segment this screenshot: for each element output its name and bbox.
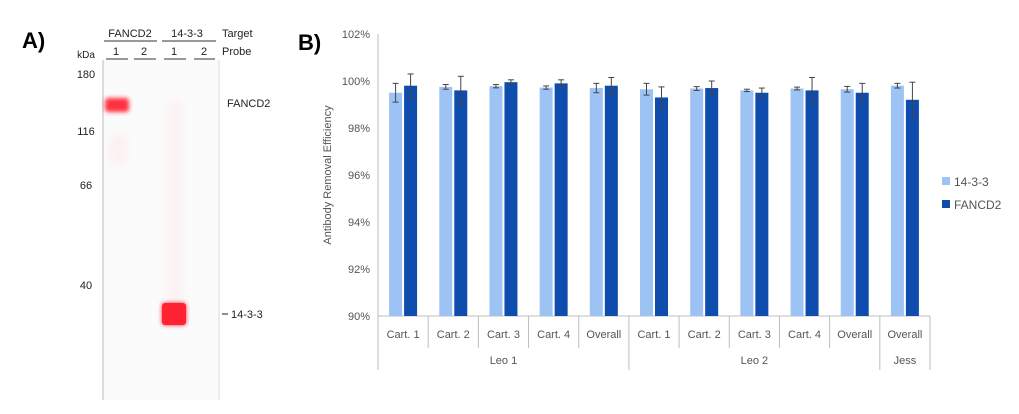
target-header: Target (222, 28, 253, 40)
group-label: Leo 1 (490, 355, 518, 367)
blot-background (103, 60, 220, 400)
target-14-3-3: 14-3-3 (171, 28, 203, 40)
bar-14-3-3-0 (389, 92, 403, 316)
mw-marker-66: 66 (80, 180, 92, 192)
bar-fancd2-5 (655, 97, 668, 316)
x-tick-label: Cart. 4 (788, 329, 821, 341)
band-label-fancd2: FANCD2 (227, 98, 270, 110)
bar-fancd2-9 (855, 92, 869, 316)
y-tick-label: 90% (348, 311, 370, 323)
x-tick-label: Cart. 4 (537, 329, 570, 341)
bar-fancd2-6 (705, 88, 719, 316)
legend-swatch-fancd2 (942, 200, 950, 208)
bar-14-3-3-10 (890, 85, 904, 316)
y-tick-label: 98% (348, 123, 370, 135)
bar-14-3-3-2 (489, 86, 503, 316)
y-axis-title: Antibody Removal Efficiency (322, 105, 334, 245)
bar-14-3-3-3 (539, 87, 553, 316)
bar-14-3-3-6 (690, 88, 704, 317)
x-tick-label: Overall (837, 329, 872, 341)
y-tick-label: 96% (348, 170, 370, 182)
group-label: Leo 2 (741, 355, 769, 367)
bar-fancd2-1 (454, 90, 468, 317)
x-tick-label: Cart. 3 (487, 329, 520, 341)
x-tick-label: Cart. 2 (437, 329, 470, 341)
mw-marker-40: 40 (80, 280, 92, 292)
probe-lane-4: 2 (201, 46, 207, 58)
y-tick-label: 102% (342, 29, 370, 41)
x-tick-label: Overall (887, 329, 922, 341)
y-tick-label: 94% (348, 217, 370, 229)
x-tick-label: Cart. 3 (738, 329, 771, 341)
bar-14-3-3-5 (640, 89, 653, 316)
lane1-smear (110, 135, 126, 165)
x-tick-label: Overall (586, 329, 621, 341)
mw-marker-116: 116 (77, 126, 95, 138)
bar-14-3-3-8 (790, 88, 804, 317)
legend-swatch-14-3-3 (942, 177, 950, 185)
panel-b-label: B) (298, 30, 322, 55)
bar-14-3-3-7 (740, 90, 754, 317)
x-tick-label: Cart. 2 (688, 329, 721, 341)
bar-fancd2-2 (504, 82, 518, 316)
probe-lane-2: 2 (141, 46, 147, 58)
bar-fancd2-0 (404, 85, 418, 316)
western-blot-panel: kDa Target Probe FANCD2 14-3-3 1 2 1 2 1… (77, 28, 270, 400)
bar-14-3-3-9 (840, 89, 854, 316)
fancd2-band (105, 98, 129, 112)
bar-chart: 90% 92% 94% 96% 98% 100% 102% Antibody Removal … (322, 29, 1002, 370)
x-tick-label: Cart. 1 (637, 329, 670, 341)
target-fancd2: FANCD2 (108, 28, 151, 40)
bar-fancd2-4 (604, 85, 618, 316)
legend-label-fancd2: FANCD2 (954, 198, 1002, 212)
mw-marker-180: 180 (77, 69, 95, 81)
panel-a-label: A) (22, 28, 46, 53)
probe-header: Probe (222, 46, 251, 58)
bar-fancd2-7 (755, 92, 769, 316)
probe-lane-3: 1 (171, 46, 177, 58)
probe-lane-1: 1 (113, 46, 119, 58)
legend-label-14-3-3: 14-3-3 (954, 175, 989, 189)
lane3-smear (168, 100, 182, 320)
bar-14-3-3-4 (589, 88, 603, 316)
band-label-14-3-3: 14-3-3 (231, 309, 263, 321)
14-3-3-band-core (162, 303, 186, 325)
y-tick-label: 92% (348, 264, 370, 276)
y-tick-label: 100% (342, 76, 370, 88)
bar-fancd2-3 (554, 83, 568, 316)
bar-fancd2-10 (905, 99, 919, 316)
kda-label: kDa (77, 50, 95, 61)
bar-fancd2-8 (805, 90, 819, 317)
x-tick-label: Cart. 1 (387, 329, 420, 341)
bar-14-3-3-1 (439, 86, 453, 316)
group-label: Jess (894, 355, 917, 367)
